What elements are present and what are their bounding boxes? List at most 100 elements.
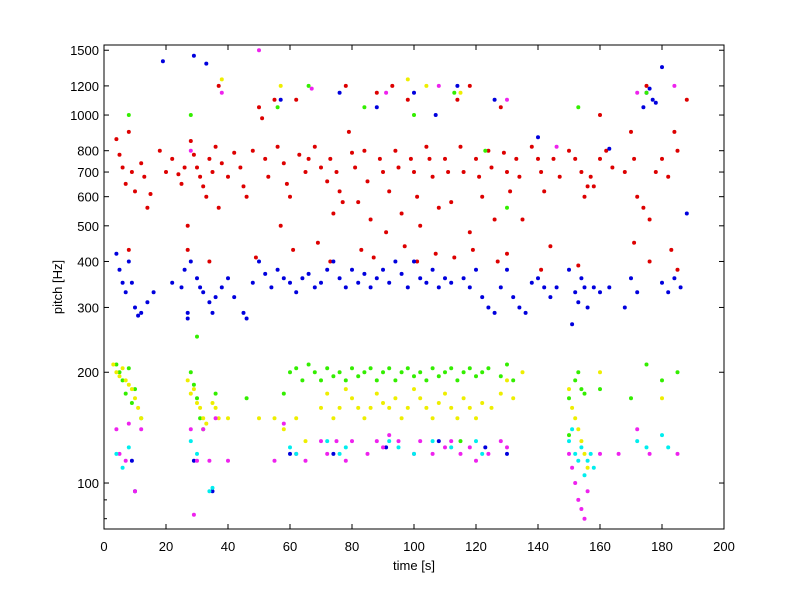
- data-point: [133, 189, 137, 194]
- data-point: [387, 439, 392, 444]
- data-point: [207, 489, 212, 494]
- data-point: [489, 165, 494, 170]
- data-point: [542, 189, 547, 194]
- data-point: [374, 105, 379, 110]
- data-point: [232, 295, 237, 300]
- data-point: [226, 416, 230, 421]
- data-point: [114, 362, 119, 367]
- data-point: [365, 179, 370, 184]
- data-point: [474, 458, 478, 463]
- data-point: [660, 396, 664, 401]
- data-point: [191, 512, 196, 517]
- data-point: [576, 497, 581, 502]
- data-point: [449, 280, 454, 285]
- data-point: [328, 156, 333, 161]
- data-point: [381, 401, 385, 405]
- x-tick-label: 120: [465, 539, 487, 554]
- data-point: [272, 97, 277, 102]
- data-point: [114, 370, 119, 375]
- data-point: [374, 276, 379, 281]
- data-point: [303, 170, 308, 174]
- data-point: [436, 205, 441, 210]
- data-point: [467, 366, 472, 371]
- data-point: [470, 247, 475, 252]
- data-point: [579, 170, 584, 174]
- data-point: [331, 211, 336, 216]
- data-point: [201, 427, 206, 432]
- data-point: [396, 445, 401, 450]
- data-point: [399, 271, 404, 276]
- axes-layer: 0 20 40 60 80 100 120 140 160 180 200 100 200 300 400 5…: [70, 43, 735, 554]
- data-point: [319, 280, 323, 285]
- data-point: [368, 405, 373, 410]
- data-point: [480, 401, 485, 405]
- data-point: [508, 189, 513, 194]
- data-point: [539, 170, 544, 174]
- data-point: [114, 427, 119, 432]
- plot-area: [103, 44, 725, 530]
- data-point: [498, 374, 503, 379]
- data-point: [570, 427, 575, 432]
- data-point: [126, 247, 131, 252]
- data-point: [467, 230, 472, 235]
- data-point: [418, 396, 423, 401]
- data-point: [393, 148, 398, 153]
- data-point: [412, 259, 416, 264]
- data-point: [647, 217, 652, 222]
- data-point: [582, 473, 587, 478]
- data-point: [278, 83, 283, 88]
- data-point: [204, 194, 209, 199]
- data-point: [418, 223, 423, 228]
- data-point: [424, 144, 429, 149]
- y-tick-label: 300: [77, 300, 99, 315]
- data-point: [126, 259, 131, 264]
- data-point: [607, 285, 612, 290]
- data-point: [350, 439, 354, 444]
- data-point: [123, 458, 128, 463]
- data-point: [210, 310, 215, 315]
- data-point: [250, 148, 255, 153]
- data-point: [610, 165, 615, 170]
- data-point: [337, 189, 342, 194]
- data-point: [288, 370, 292, 375]
- data-point: [312, 144, 317, 149]
- data-point: [356, 374, 361, 379]
- data-point: [418, 370, 423, 375]
- data-point: [629, 396, 633, 401]
- data-point: [198, 416, 203, 421]
- data-point: [505, 378, 509, 383]
- data-point: [117, 370, 122, 375]
- data-point: [467, 83, 472, 88]
- data-point: [334, 170, 339, 174]
- data-point: [294, 290, 299, 295]
- x-tick-label: 20: [159, 539, 173, 554]
- data-point: [207, 156, 212, 161]
- data-point: [191, 382, 196, 387]
- data-point: [430, 267, 435, 272]
- data-point: [244, 316, 249, 321]
- data-point: [511, 396, 516, 401]
- data-point: [675, 370, 680, 375]
- data-point: [666, 290, 671, 295]
- data-point: [573, 290, 578, 295]
- data-point: [188, 370, 193, 375]
- data-point: [126, 445, 131, 450]
- data-point: [660, 433, 664, 438]
- data-point: [647, 451, 652, 456]
- data-point: [474, 374, 478, 379]
- data-point: [126, 366, 131, 371]
- data-point: [598, 370, 602, 375]
- data-point: [331, 416, 336, 421]
- data-point: [452, 90, 457, 95]
- data-point: [350, 396, 354, 401]
- data-point: [216, 83, 221, 88]
- data-point: [343, 387, 348, 392]
- x-tick-label: 200: [713, 539, 735, 554]
- data-point: [284, 181, 289, 186]
- data-point: [505, 170, 509, 174]
- data-point: [198, 285, 203, 290]
- data-point: [536, 156, 540, 161]
- data-point: [492, 310, 497, 315]
- data-point: [622, 305, 627, 310]
